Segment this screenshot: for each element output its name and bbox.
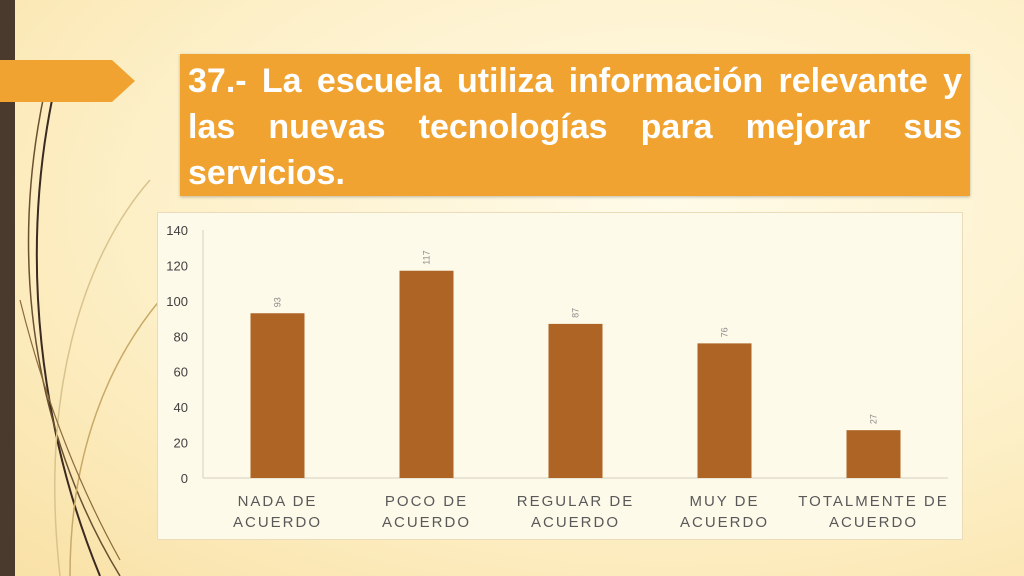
x-category-label: ACUERDO xyxy=(382,514,471,531)
bar xyxy=(250,313,305,478)
data-label: 87 xyxy=(571,308,581,318)
y-tick-label: 100 xyxy=(166,294,188,309)
y-tick-label: 80 xyxy=(174,329,188,344)
y-tick-label: 0 xyxy=(181,471,188,486)
x-category-label: ACUERDO xyxy=(233,514,322,531)
title-box: 37.- La escuela utiliza información rele… xyxy=(180,54,970,196)
bar xyxy=(399,270,454,478)
y-tick-label: 140 xyxy=(166,223,188,238)
x-category-label: MUY DE xyxy=(689,493,759,510)
data-label: 76 xyxy=(720,327,730,337)
bar xyxy=(548,323,603,478)
y-tick-label: 20 xyxy=(174,436,188,451)
data-label: 93 xyxy=(273,297,283,307)
x-category-labels: NADA DE ACUERDO POCO DE ACUERDO REGULAR DE AC… xyxy=(233,493,948,531)
bar-chart: 0 20 40 60 80 100 120 140 93 117 87 76 27 NADA DE AC… xyxy=(157,212,963,540)
y-tick-labels: 0 20 40 60 80 100 120 140 xyxy=(166,223,188,486)
decorative-curves xyxy=(19,89,161,576)
data-label: 117 xyxy=(422,250,432,264)
x-category-label: NADA DE xyxy=(238,493,318,510)
bar xyxy=(846,430,901,478)
chart-canvas: 0 20 40 60 80 100 120 140 93 117 87 76 27 NADA DE AC… xyxy=(166,223,948,531)
x-category-label: POCO DE xyxy=(385,493,468,510)
x-category-label: TOTALMENTE DE xyxy=(798,493,948,510)
title-arrow-marker xyxy=(0,60,135,102)
slide-sidebar-stripe xyxy=(0,0,15,576)
bar xyxy=(697,343,752,478)
data-label: 27 xyxy=(869,414,879,424)
y-tick-label: 60 xyxy=(174,365,188,380)
x-category-label: ACUERDO xyxy=(531,514,620,531)
x-category-label: REGULAR DE xyxy=(517,493,635,510)
x-category-label: ACUERDO xyxy=(680,514,769,531)
bars xyxy=(250,270,901,478)
data-labels: 93 117 87 76 27 xyxy=(273,250,879,424)
slide-title: 37.- La escuela utiliza información rele… xyxy=(188,62,962,192)
y-tick-label: 120 xyxy=(166,258,188,273)
x-category-label: ACUERDO xyxy=(829,514,918,531)
y-tick-label: 40 xyxy=(174,400,188,415)
